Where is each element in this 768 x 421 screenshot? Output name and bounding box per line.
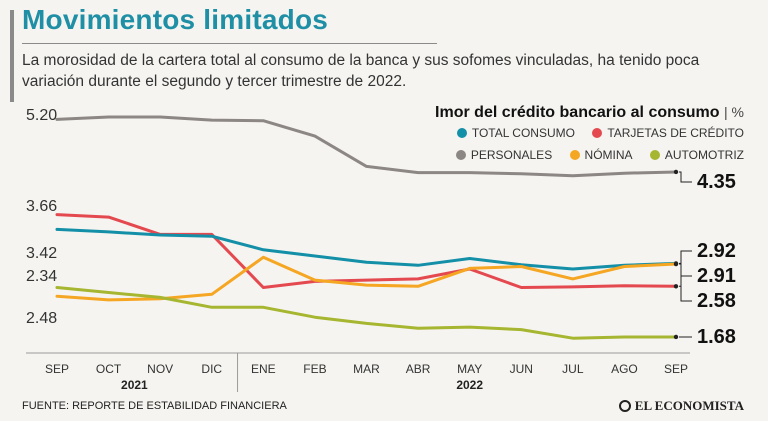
x-tick-label: SEP <box>664 362 688 376</box>
legend-label: TARJETAS DE CRÉDITO <box>607 126 744 140</box>
x-tick-label: MAY <box>457 362 482 376</box>
brand-name: EL ECONOMISTA <box>634 398 744 413</box>
legend-dot <box>455 150 466 160</box>
legend-dot <box>456 128 467 138</box>
legend-row-1: TOTAL CONSUMO TARJETAS DE CRÉDITO <box>443 126 744 141</box>
legend-dot <box>569 150 580 160</box>
legend-item-total-consumo: TOTAL CONSUMO <box>456 126 575 140</box>
legend-dot <box>649 150 660 160</box>
series-end-point <box>673 334 679 340</box>
brand-mark-icon <box>618 400 631 412</box>
brand-logo: EL ECONOMISTA <box>618 398 744 414</box>
start-value-label: 3.66 <box>26 198 57 215</box>
legend-item-automotriz: AUTOMOTRIZ <box>649 148 744 162</box>
series-line <box>55 115 678 178</box>
x-tick-label: MAR <box>353 362 380 376</box>
end-value-label: 2.92 <box>697 240 736 262</box>
x-tick-label: ABR <box>406 362 431 376</box>
end-value-label: 2.91 <box>697 265 736 287</box>
start-value-label: 2.34 <box>26 268 57 285</box>
series-end-point <box>673 261 679 267</box>
title-divider <box>22 43 437 44</box>
legend-unit: | % <box>724 104 744 120</box>
x-tick-label: JUN <box>510 362 533 376</box>
legend-item-personales: PERSONALES <box>455 148 553 162</box>
x-tick-label: AGO <box>611 362 638 376</box>
page-subtitle: La morosidad de la cartera total al cons… <box>22 52 700 90</box>
series-end-point <box>673 169 679 175</box>
x-tick-label: NOV <box>147 362 173 376</box>
line-chart: SEP OCT NOV DIC ENE FEB MAR ABR MAY JUN JUL AGO SEP 2… <box>26 107 736 392</box>
start-value-label: 5.20 <box>26 107 57 124</box>
x-tick-label: ENE <box>251 362 276 376</box>
accent-bar <box>10 10 14 102</box>
x-tick-label: DIC <box>201 362 222 376</box>
start-value-label: 2.48 <box>26 310 57 327</box>
legend-title-text: Imor del crédito bancario al consumo <box>435 104 720 121</box>
year-label: 2021 <box>121 378 148 392</box>
x-tick-label: FEB <box>303 362 326 376</box>
series-line <box>55 227 678 271</box>
source-note: FUENTE: REPORTE DE ESTABILIDAD FINANCIER… <box>22 400 287 412</box>
end-label-connector <box>679 263 692 302</box>
legend-row-2: PERSONALES NÓMINA AUTOMOTRIZ <box>442 148 744 163</box>
x-tick-label: JUL <box>562 362 584 376</box>
end-label-connector <box>679 250 692 264</box>
end-value-label: 1.68 <box>697 326 736 348</box>
legend-item-tarjetas: TARJETAS DE CRÉDITO <box>592 126 744 140</box>
x-tick-label: OCT <box>96 362 122 376</box>
legend-title: Imor del crédito bancario al consumo | % <box>435 104 744 122</box>
legend-label: AUTOMOTRIZ <box>664 148 744 162</box>
x-tick-label: SEP <box>45 362 69 376</box>
legend-item-nomina: NÓMINA <box>569 148 633 162</box>
legend-unit-text: % <box>731 104 744 120</box>
start-value-label: 3.42 <box>26 245 57 262</box>
series-end-point <box>673 284 679 289</box>
series-line <box>55 286 678 340</box>
end-value-label: 4.35 <box>697 171 736 193</box>
end-value-label: 2.58 <box>697 290 736 312</box>
legend-label: PERSONALES <box>470 148 553 162</box>
legend-label: TOTAL CONSUMO <box>471 126 575 140</box>
end-label-connector <box>679 171 692 183</box>
page-title: Movimientos limitados <box>22 4 329 35</box>
legend-label: NÓMINA <box>584 148 633 162</box>
legend-dot <box>592 128 603 138</box>
year-label: 2022 <box>456 378 483 392</box>
